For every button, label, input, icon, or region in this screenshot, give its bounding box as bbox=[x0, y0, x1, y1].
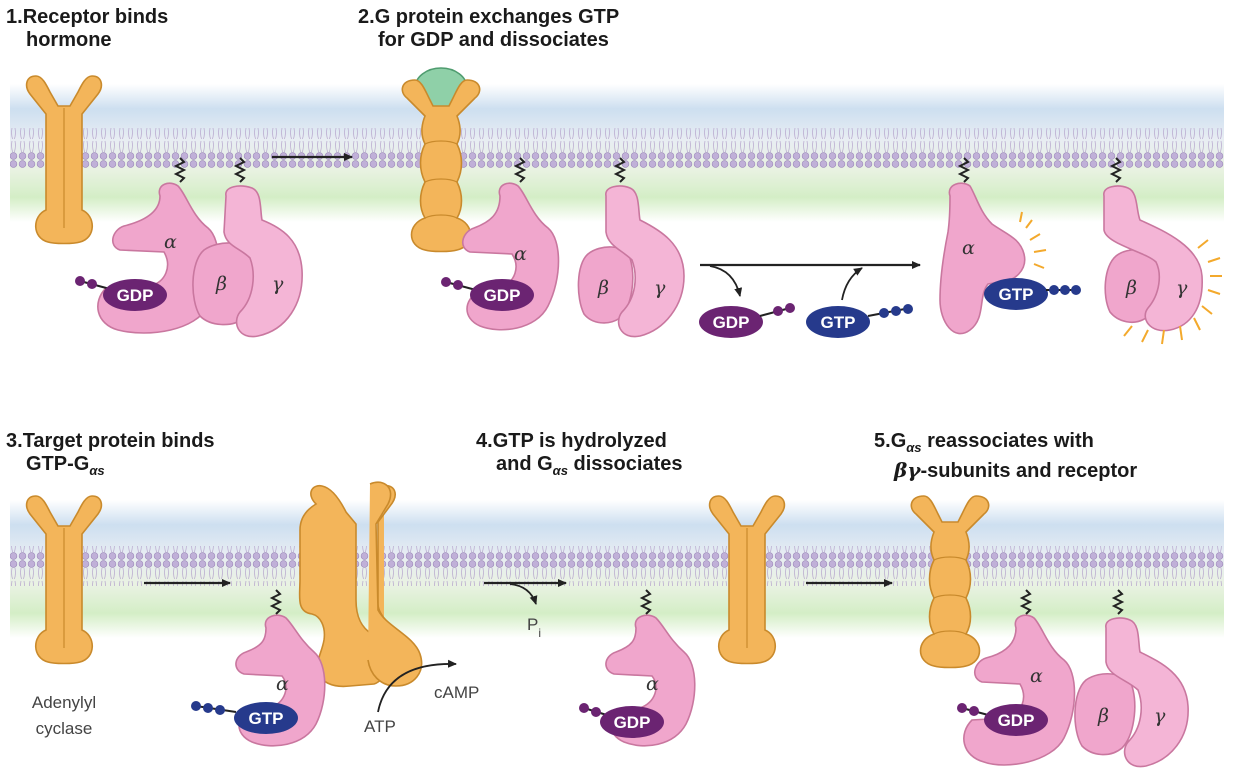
activation-burst-betagamma bbox=[1123, 239, 1222, 345]
alpha-label-1: α bbox=[164, 231, 177, 253]
gamma-subunit-active bbox=[1103, 185, 1203, 332]
beta-label-1: β bbox=[215, 273, 227, 295]
step-3-title: 3.Target protein binds GTP-Gαs bbox=[6, 430, 215, 478]
svg-text:GDP: GDP bbox=[998, 711, 1035, 730]
gamma-subunit-5 bbox=[1105, 617, 1189, 768]
membrane-bottom bbox=[10, 500, 1224, 638]
gdp-molecule-free: GDP bbox=[699, 303, 795, 338]
panel-3-complex: α GTP ATP cAMP bbox=[191, 481, 479, 747]
adenylyl-cyclase-right-lobe bbox=[367, 481, 423, 687]
alpha-label-2: α bbox=[514, 243, 527, 265]
gamma-subunit-2 bbox=[605, 185, 685, 338]
panel-4-gtp-hydrolyzed: Pi α GDP bbox=[509, 495, 786, 747]
adenylyl-cyclase-label-line2: cyclase bbox=[36, 719, 93, 738]
alpha-subunit-active bbox=[939, 182, 1026, 335]
atp-label: ATP bbox=[364, 717, 396, 736]
gdp-molecule-2-bound: GDP bbox=[441, 277, 534, 311]
step-4-title: 4.GTP is hydrolyzed and Gαs dissociates bbox=[476, 430, 683, 478]
gamma-subunit-1 bbox=[223, 185, 303, 338]
gamma-label-active: γ bbox=[1176, 277, 1188, 299]
panel-2-gtp-exchange: α β γ GDP GDP GTP α bbox=[401, 67, 1222, 345]
gamma-label-1: γ bbox=[272, 273, 284, 295]
beta-label-active: β bbox=[1125, 277, 1137, 299]
step-2-title: 2.G protein exchanges GTP for GDP and di… bbox=[358, 6, 620, 51]
arrow-pi-release bbox=[509, 583, 538, 605]
gamma-label-2: γ bbox=[654, 277, 666, 299]
svg-text:GTP: GTP bbox=[999, 285, 1034, 304]
svg-text:GDP: GDP bbox=[614, 713, 651, 732]
adenylyl-cyclase-label-line1: Adenylyl bbox=[32, 693, 96, 712]
arrow-gdp-release bbox=[709, 265, 743, 297]
gdp-molecule-5: GDP bbox=[957, 703, 1048, 736]
step-5-title: 5.Gαs reassociates with βγ-subunits and … bbox=[874, 430, 1138, 482]
gtp-molecule-free: GTP bbox=[806, 304, 913, 338]
activation-burst-alpha bbox=[1019, 211, 1047, 269]
camp-label: cAMP bbox=[434, 683, 479, 702]
svg-text:GTP: GTP bbox=[821, 313, 856, 332]
alpha-label-4: α bbox=[646, 673, 659, 695]
panel-3-target-protein-binds: Adenylyl cyclase bbox=[25, 495, 103, 738]
gdp-molecule-4: GDP bbox=[579, 703, 664, 738]
gdp-molecule-1: GDP bbox=[75, 276, 167, 311]
panel-5-reassociation: α β γ GDP bbox=[910, 495, 1189, 768]
beta-label-2: β bbox=[597, 277, 609, 299]
gtp-molecule-alpha-active: GTP bbox=[984, 278, 1081, 310]
alpha-label-3: α bbox=[276, 673, 289, 695]
arrow-atp-to-camp bbox=[377, 659, 457, 713]
panel-1-receptor-binds-hormone: α β γ GDP bbox=[25, 75, 303, 338]
pi-label: Pi bbox=[527, 615, 541, 640]
arrow-gtp-entry bbox=[841, 267, 863, 301]
svg-text:GDP: GDP bbox=[117, 286, 154, 305]
beta-label-5: β bbox=[1097, 705, 1109, 727]
svg-text:GTP: GTP bbox=[249, 709, 284, 728]
gamma-label-5: γ bbox=[1154, 705, 1166, 727]
alpha-label-5: α bbox=[1030, 665, 1043, 687]
svg-text:GDP: GDP bbox=[484, 286, 521, 305]
alpha-label-active: α bbox=[962, 237, 975, 259]
gtp-molecule-3: GTP bbox=[191, 701, 298, 734]
svg-text:GDP: GDP bbox=[713, 313, 750, 332]
step-1-title: 1.Receptor binds hormone bbox=[6, 6, 169, 51]
